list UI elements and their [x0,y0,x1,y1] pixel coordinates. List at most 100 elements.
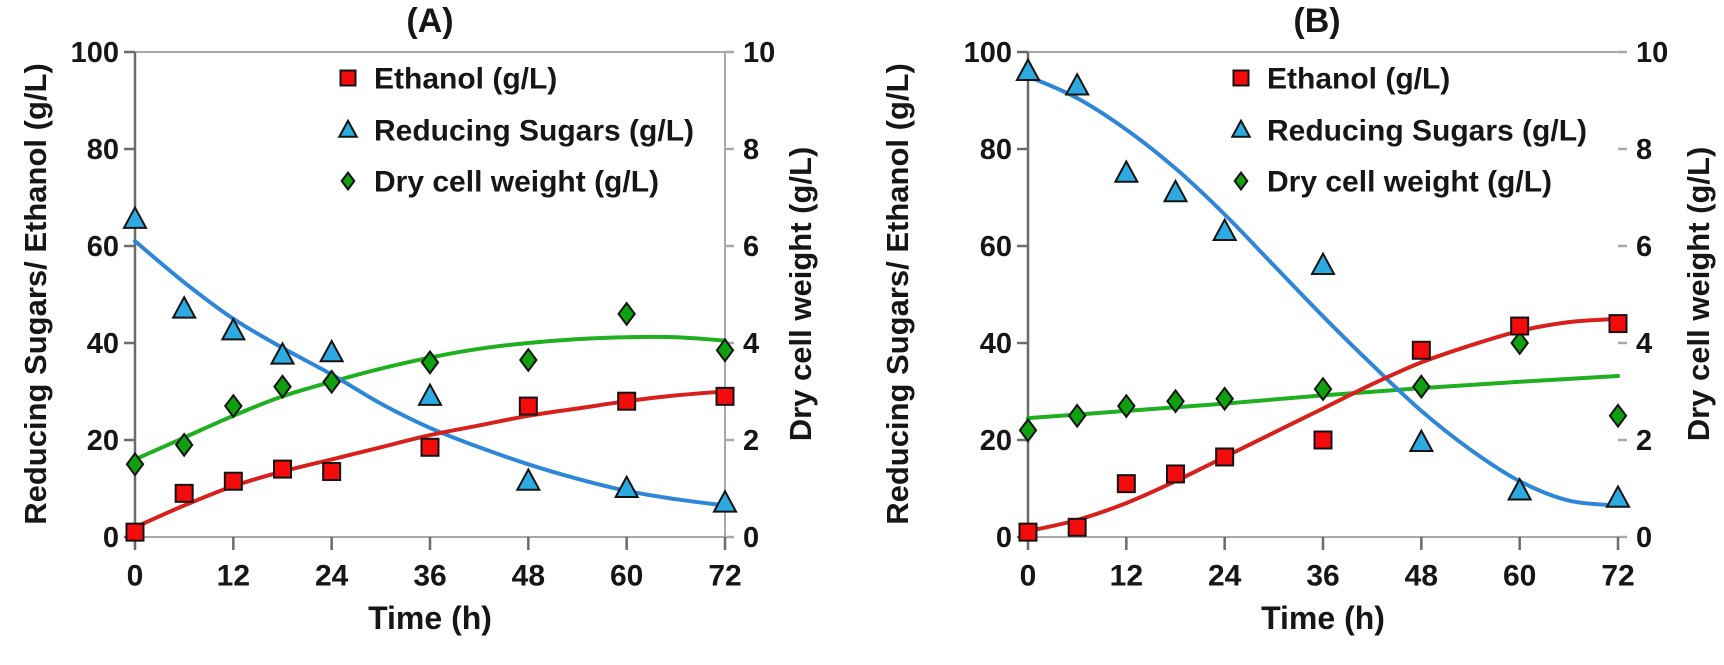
x-axis-tick-label: 12 [217,560,250,593]
ethanol-legend-label: Ethanol (g/L) [374,63,557,96]
reducing-sugars-data-point [269,341,296,365]
ethanol-data-point [617,391,637,411]
dry-cell-weight-data-point [1018,417,1038,443]
ethanol-data-point [1608,314,1628,334]
chart-b-right-axis-label: Dry cell weight (g/L) [1681,146,1716,442]
chart-b-title: (B) [1293,2,1341,40]
dry-cell-weight-data-point [518,347,538,373]
chart-a-right-axis-label: Dry cell weight (g/L) [783,146,818,442]
ethanol-trend-line [133,389,727,530]
dry-cell-weight-data-point [420,349,440,375]
x-axis-tick-label: 0 [127,560,144,593]
dry-cell-weight-data-point [1411,374,1431,400]
x-axis-tick-label: 24 [315,560,349,593]
ethanol-data-point [420,437,440,457]
reducing-sugars-data-point [318,338,345,363]
right-axis-tick-label: 0 [743,522,759,554]
left-axis-tick-label: 40 [87,328,119,360]
right-axis-tick-label: 0 [1636,522,1652,554]
x-axis-tick-label: 48 [512,560,545,593]
dry-cell-weight-data-point [1510,330,1530,356]
dry-cell-weight-legend-label: Dry cell weight (g/L) [374,166,659,199]
right-axis-tick-label: 2 [743,425,759,457]
ethanol-data-point [223,471,243,491]
dry-cell-weight-data-point [1166,388,1185,414]
left-axis-tick-label: 0 [103,522,119,554]
right-axis-tick-label: 4 [743,328,759,360]
dry-cell-weight-data-point [715,337,735,363]
x-axis-tick-label: 0 [1020,560,1037,593]
dry-cell-weight-data-point [174,432,194,458]
right-axis-tick-label: 4 [1636,328,1652,360]
x-axis-tick-label: 24 [1208,560,1242,593]
dry-cell-weight-data-point [1067,403,1087,429]
reducing-sugars-data-point [1408,428,1435,452]
reducing-sugars-legend-marker [1230,118,1252,138]
reducing-sugars-data-point [1015,57,1041,81]
dry-cell-weight-data-point [322,369,342,395]
ethanol-legend-marker [1232,69,1250,87]
dry-cell-weight-data-point [223,393,243,419]
reducing-sugars-data-point [1064,72,1090,96]
dry-cell-weight-data-point [1608,403,1628,429]
right-axis-tick-label: 6 [1636,231,1652,263]
reducing-sugars-data-point [220,316,247,341]
ethanol-data-point [1067,517,1087,537]
x-axis-tick-label: 72 [1601,560,1634,593]
left-axis-tick-label: 0 [996,522,1012,554]
reducing-sugars-data-point [1162,178,1189,203]
left-axis-tick-label: 80 [87,134,119,166]
left-axis-tick-label: 80 [980,134,1012,166]
reducing-sugars-data-point [712,489,738,513]
dry-cell-weight-data-point [273,374,292,400]
dry-cell-weight-data-point [1116,393,1136,419]
reducing-sugars-legend-label: Reducing Sugars (g/L) [1267,115,1587,148]
reducing-sugars-legend-marker [337,118,359,138]
right-axis-tick-label: 6 [743,231,759,263]
left-axis-tick-label: 40 [980,328,1012,360]
left-axis-tick-label: 60 [980,231,1012,263]
right-axis-tick-label: 8 [743,134,759,166]
ethanol-data-point [1215,447,1235,467]
chart-a-left-axis-label: Reducing Sugars/ Ethanol (g/L) [18,63,53,525]
ethanol-data-point [1018,522,1038,542]
ethanol-data-point [715,386,735,406]
right-axis-tick-label: 2 [1636,425,1652,457]
left-axis-tick-label: 100 [71,37,119,69]
left-axis-tick-label: 100 [964,37,1012,69]
ethanol-data-point [1166,464,1185,484]
reducing-sugars-data-point [1113,159,1140,183]
reducing-sugars-data-point [1211,217,1238,241]
ethanol-legend-label: Ethanol (g/L) [1267,63,1450,96]
ethanol-data-point [1313,430,1333,450]
dry-cell-weight-data-point [617,301,637,327]
x-axis-tick-label: 48 [1405,560,1438,593]
dry-cell-weight-legend-marker [340,170,356,192]
ethanol-data-point [1411,340,1431,360]
x-axis-tick-label: 12 [1110,560,1143,593]
x-axis-tick-label: 60 [610,560,643,593]
dry-cell-weight-legend-marker [1233,170,1249,192]
chart-a-title: (A) [406,2,454,40]
reducing-sugars-legend-label: Reducing Sugars (g/L) [374,115,694,148]
x-axis-tick-label: 72 [708,560,741,593]
right-axis-tick-label: 10 [743,37,775,69]
ethanol-legend-marker [339,69,357,87]
reducing-sugars-data-point [1605,484,1631,508]
chart-a-x-axis-label: Time (h) [368,600,492,636]
reducing-sugars-data-point [1506,477,1533,501]
right-axis-tick-label: 10 [1636,37,1668,69]
reducing-sugars-data-point [171,295,197,319]
x-axis-tick-label: 36 [413,560,446,593]
ethanol-data-point [273,459,292,479]
chart-b-left-axis-label: Reducing Sugars/ Ethanol (g/L) [880,63,915,525]
ethanol-data-point [518,396,538,416]
ethanol-data-point [322,462,342,482]
ethanol-data-point [1116,474,1136,494]
reducing-sugars-data-point [613,474,640,499]
dry-cell-weight-data-point [1313,376,1333,402]
ethanol-data-point [174,483,194,503]
reducing-sugars-data-point [122,205,148,229]
